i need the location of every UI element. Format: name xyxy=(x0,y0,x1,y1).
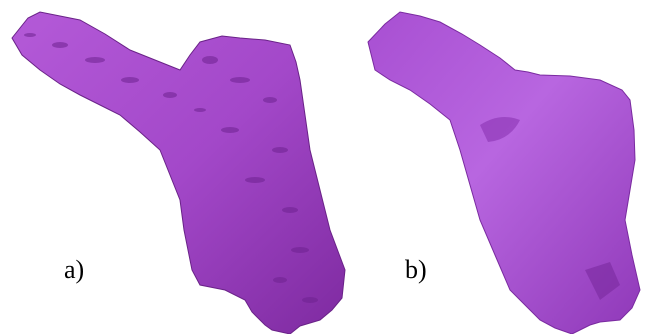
panel-a: a) xyxy=(11,11,346,334)
shading xyxy=(585,262,620,300)
panel-label: b) xyxy=(405,255,427,284)
surface-texture-a xyxy=(24,33,318,303)
shading xyxy=(480,116,520,142)
mesh-render-a xyxy=(11,11,346,334)
panel-b: b) xyxy=(367,11,641,334)
mesh-render-b xyxy=(367,11,641,334)
panel-label: a) xyxy=(64,255,84,284)
